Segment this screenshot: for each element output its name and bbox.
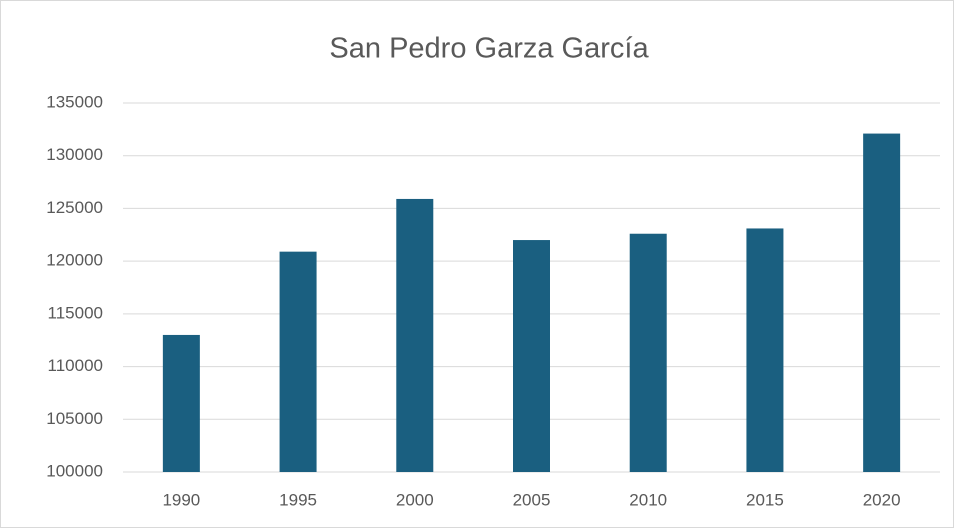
y-tick-label: 130000: [46, 145, 103, 164]
x-tick-label: 2005: [513, 490, 551, 509]
y-tick-label: 100000: [46, 461, 103, 480]
chart-title: San Pedro Garza García: [329, 33, 649, 65]
x-tick-label: 2000: [396, 490, 434, 509]
x-tick-label: 2010: [629, 490, 667, 509]
bar: [863, 133, 901, 472]
bar: [162, 334, 200, 472]
x-tick-label: 1995: [279, 490, 317, 509]
bar: [513, 240, 550, 472]
x-tick-label: 1990: [162, 490, 200, 509]
y-tick-label: 115000: [48, 303, 103, 322]
y-tick-label: 110000: [48, 356, 103, 375]
y-tick-label: 135000: [46, 92, 103, 111]
bar: [746, 228, 784, 472]
x-tick-label: 2020: [863, 490, 901, 509]
bar: [396, 198, 434, 472]
bar: [629, 233, 667, 472]
bar: [279, 251, 317, 472]
x-tick-label: 2015: [746, 490, 784, 509]
y-tick-label: 105000: [46, 409, 103, 428]
y-tick-label: 120000: [46, 251, 103, 270]
y-tick-label: 125000: [46, 198, 103, 217]
